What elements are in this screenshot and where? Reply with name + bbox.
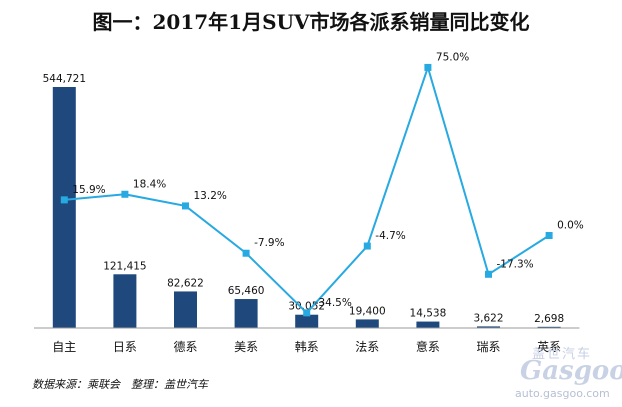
growth-marker-意系 xyxy=(424,63,432,71)
growth-value-label: 13.2% xyxy=(194,190,227,202)
x-tick-label: 德系 xyxy=(173,339,197,354)
watermark-cn: 盖世汽车 xyxy=(532,347,593,362)
bar-value-label: 19,400 xyxy=(349,305,386,317)
bar-瑞系 xyxy=(477,326,500,328)
growth-value-label: -4.7% xyxy=(375,230,405,242)
growth-marker-日系 xyxy=(121,190,129,198)
x-tick-label: 英系 xyxy=(537,340,561,354)
growth-marker-德系 xyxy=(182,202,189,210)
bar-美系 xyxy=(234,299,258,328)
source-note: 数据来源：乘联会 整理：盖世汽车 xyxy=(32,378,208,391)
growth-marker-瑞系 xyxy=(485,270,492,278)
bar-法系 xyxy=(355,319,379,328)
bar-value-label: 82,622 xyxy=(167,277,204,289)
x-tick-label: 自主 xyxy=(52,340,76,354)
x-tick-label: 美系 xyxy=(234,340,258,354)
bar-意系 xyxy=(416,321,440,328)
x-tick-label: 瑞系 xyxy=(476,340,500,354)
bar-value-label: 65,460 xyxy=(228,285,265,297)
growth-value-label: 15.9% xyxy=(72,184,105,196)
growth-value-label: 0.0% xyxy=(557,220,584,232)
x-tick-label: 法系 xyxy=(355,340,379,354)
growth-marker-法系 xyxy=(363,242,371,250)
x-tick-label: 意系 xyxy=(416,339,440,354)
growth-marker-英系 xyxy=(545,232,553,240)
growth-value-label: -17.3% xyxy=(497,258,534,270)
bar-value-label: 2,698 xyxy=(534,313,564,325)
growth-value-label: -7.9% xyxy=(254,237,284,249)
growth-value-label: 75.0% xyxy=(436,51,469,63)
bar-德系 xyxy=(174,291,197,328)
growth-marker-自主 xyxy=(60,196,68,204)
bar-value-label: 3,622 xyxy=(473,312,503,324)
growth-line-layer: 15.9% 18.4% 13.2% -7.9% -34.5% -4.7% 75.0% -17.… xyxy=(60,51,584,317)
bar-value-label: 14,538 xyxy=(410,308,447,320)
bar-value-label: 121,415 xyxy=(103,260,146,272)
growth-marker-美系 xyxy=(242,249,250,257)
bar-value-label: 544,721 xyxy=(43,73,86,85)
x-tick-labels: 自主 日系 德系 美系 韩系 法系 意系 瑞系 英系 xyxy=(52,339,561,354)
watermark-logo: Gasgoo xyxy=(520,356,622,386)
chart-title: 图一：2017年1月SUV市场各派系销量同比变化 xyxy=(92,10,530,34)
growth-value-label: 18.4% xyxy=(133,178,166,190)
bar-自主 xyxy=(52,87,76,328)
growth-marker-韩系 xyxy=(303,309,311,317)
growth-value-label: -34.5% xyxy=(315,297,352,309)
x-tick-label: 日系 xyxy=(113,340,137,354)
x-tick-label: 韩系 xyxy=(295,339,319,354)
bar-韩系 xyxy=(295,314,319,328)
bar-日系 xyxy=(113,274,137,328)
watermark-url: auto.gasgoo.com xyxy=(515,387,610,400)
